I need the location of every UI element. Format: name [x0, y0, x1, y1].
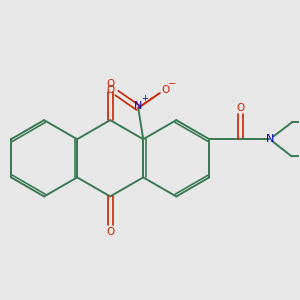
Text: O: O: [106, 79, 114, 89]
Text: N: N: [134, 101, 142, 111]
Text: −: −: [168, 79, 176, 89]
Text: O: O: [106, 227, 114, 237]
Text: +: +: [141, 94, 148, 103]
Text: O: O: [106, 85, 115, 95]
Text: N: N: [266, 134, 275, 144]
Text: O: O: [162, 85, 170, 95]
Text: O: O: [236, 103, 245, 113]
